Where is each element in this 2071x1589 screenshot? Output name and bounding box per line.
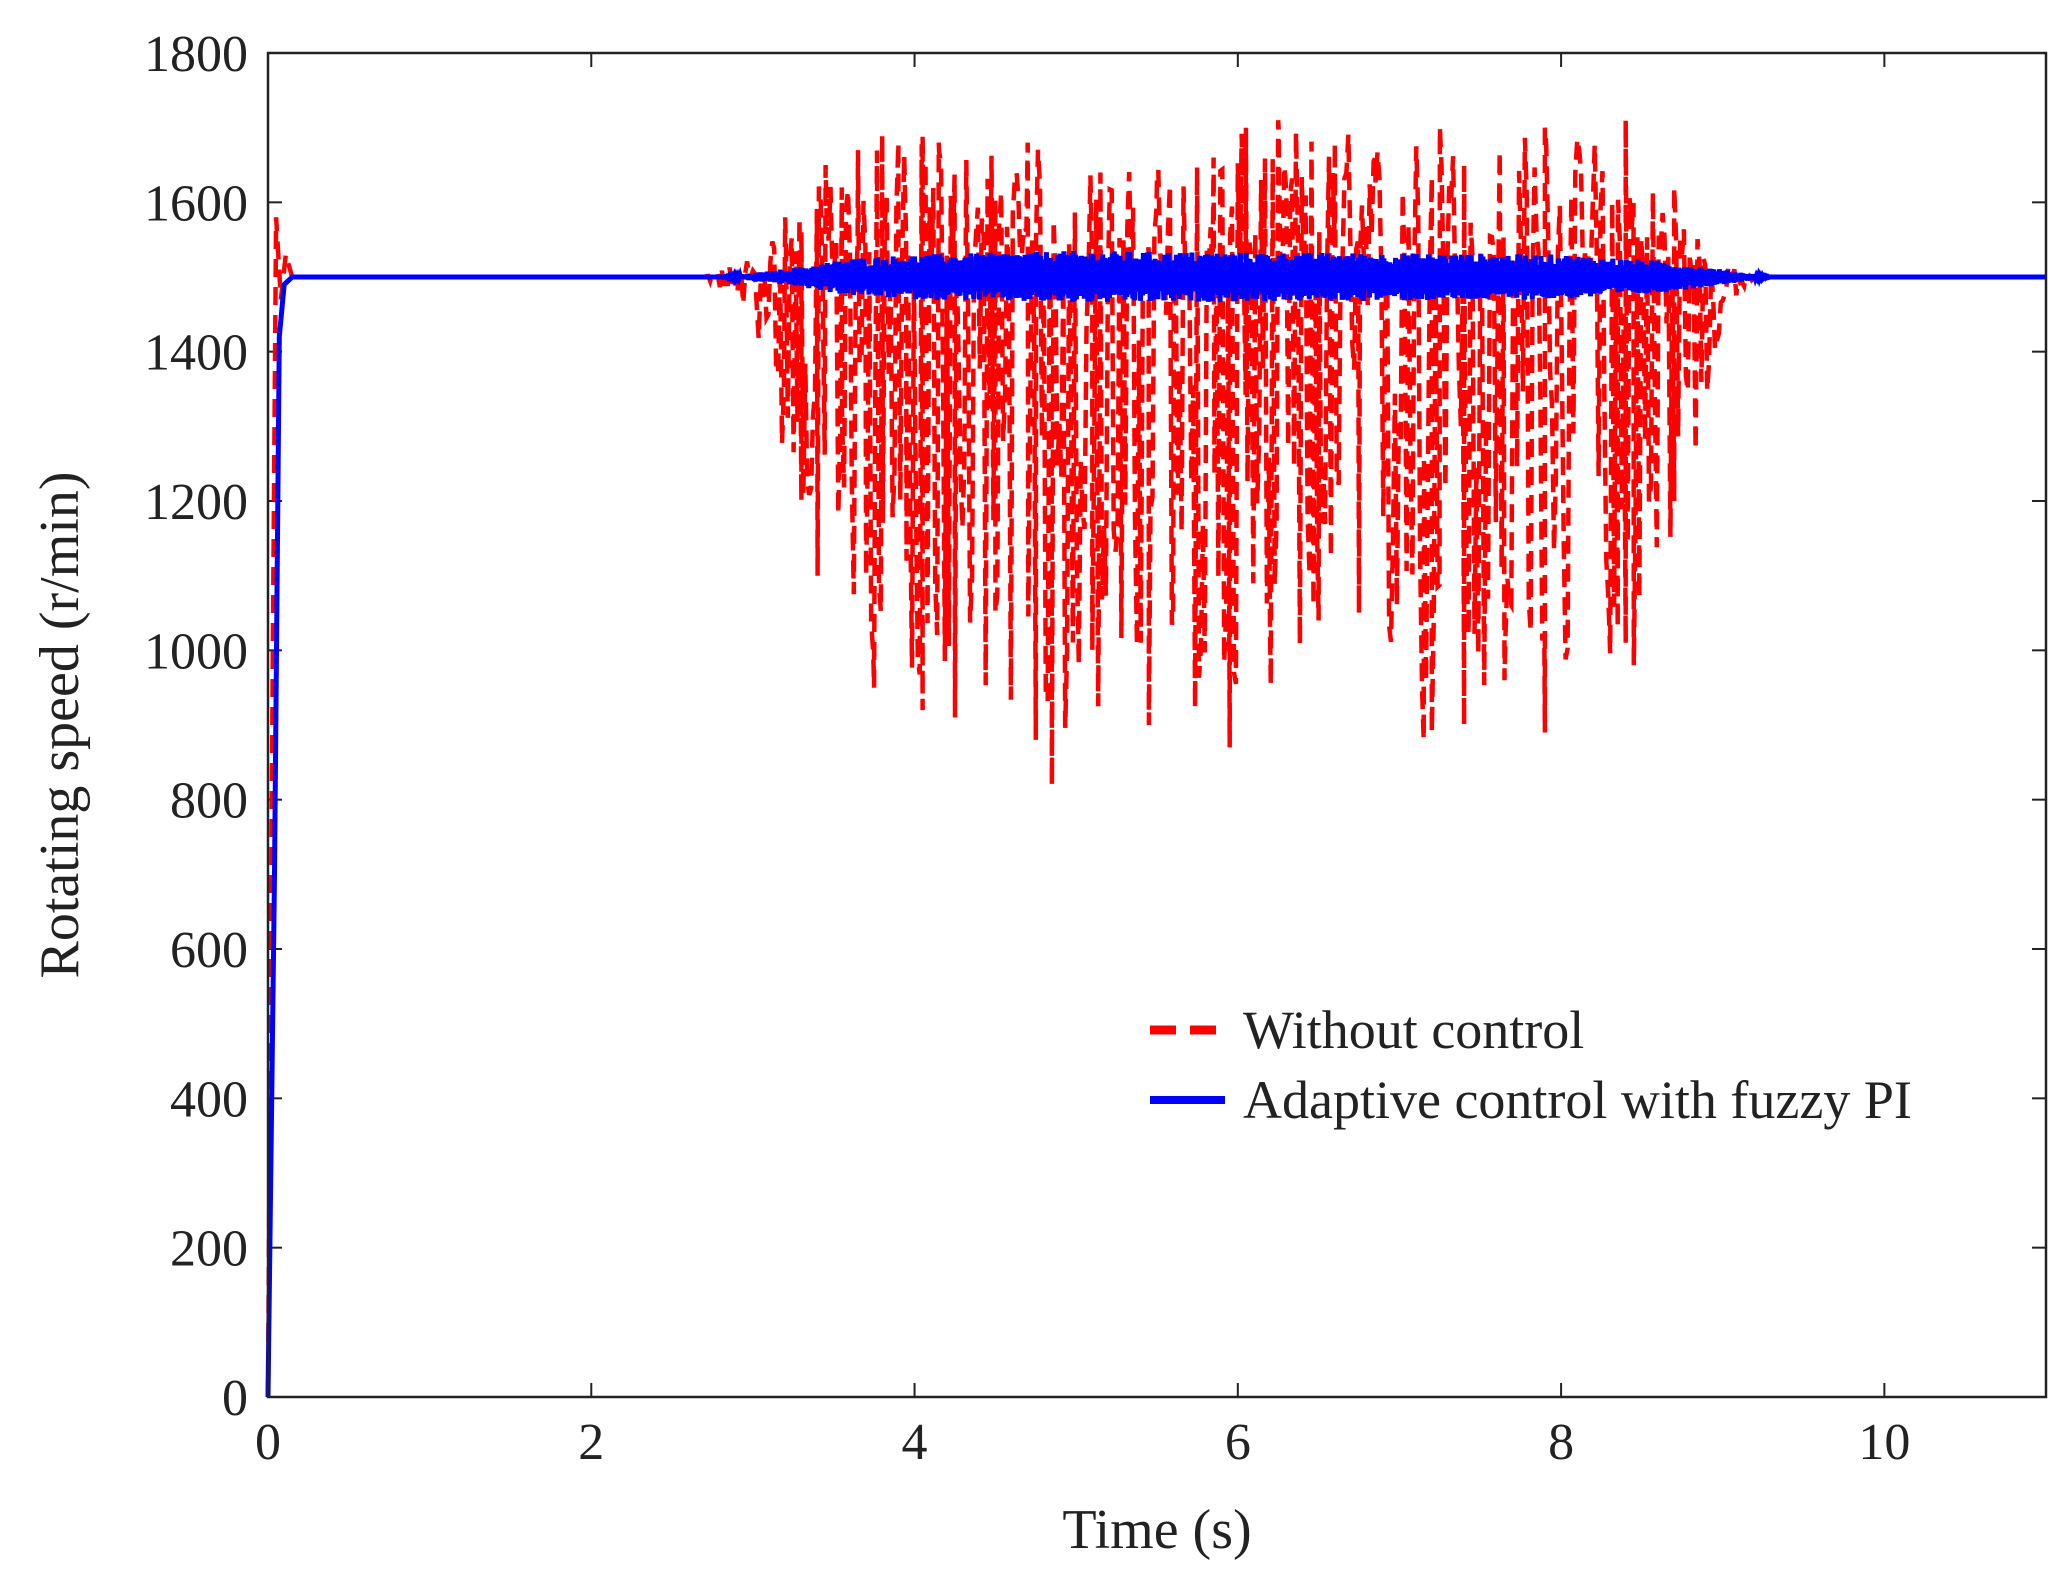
legend-label-without-control: Without control [1243, 1000, 1584, 1060]
y-tick-label: 800 [170, 773, 248, 830]
y-axis-title: Rotating speed (r/min) [29, 471, 91, 978]
tick-labels: 0 2 4 6 8 10 0 200 400 600 800 1000 1200 1400 1600 1800 [144, 26, 1910, 1471]
y-tick-label: 200 [170, 1221, 248, 1278]
y-tick-label: 600 [170, 922, 248, 979]
x-tick-label: 6 [1225, 1414, 1251, 1471]
y-tick-label: 1800 [144, 26, 248, 83]
x-tick-label: 10 [1858, 1414, 1910, 1471]
series-without-control-line [265, 120, 2046, 1398]
y-tick-label: 0 [222, 1370, 248, 1427]
series-layer [265, 120, 2046, 1398]
y-tick-label: 1400 [144, 325, 248, 382]
x-tick-label: 0 [255, 1414, 281, 1471]
x-tick-label: 8 [1548, 1414, 1574, 1471]
y-tick-label: 1200 [144, 474, 248, 531]
y-tick-label: 1000 [144, 623, 248, 680]
y-tick-label: 1600 [144, 175, 248, 232]
legend-label-adaptive-control: Adaptive control with fuzzy PI [1243, 1070, 1912, 1130]
x-tick-label: 4 [902, 1414, 928, 1471]
legend: Without control Adaptive control with fu… [1150, 1000, 1912, 1130]
y-tick-label: 400 [170, 1071, 248, 1128]
x-tick-label: 2 [578, 1414, 604, 1471]
plot-background [268, 53, 2046, 1397]
plot-frame [266, 51, 2048, 1399]
series-adaptive-control-line [265, 250, 2046, 1398]
x-axis-title: Time (s) [1062, 1499, 1251, 1561]
